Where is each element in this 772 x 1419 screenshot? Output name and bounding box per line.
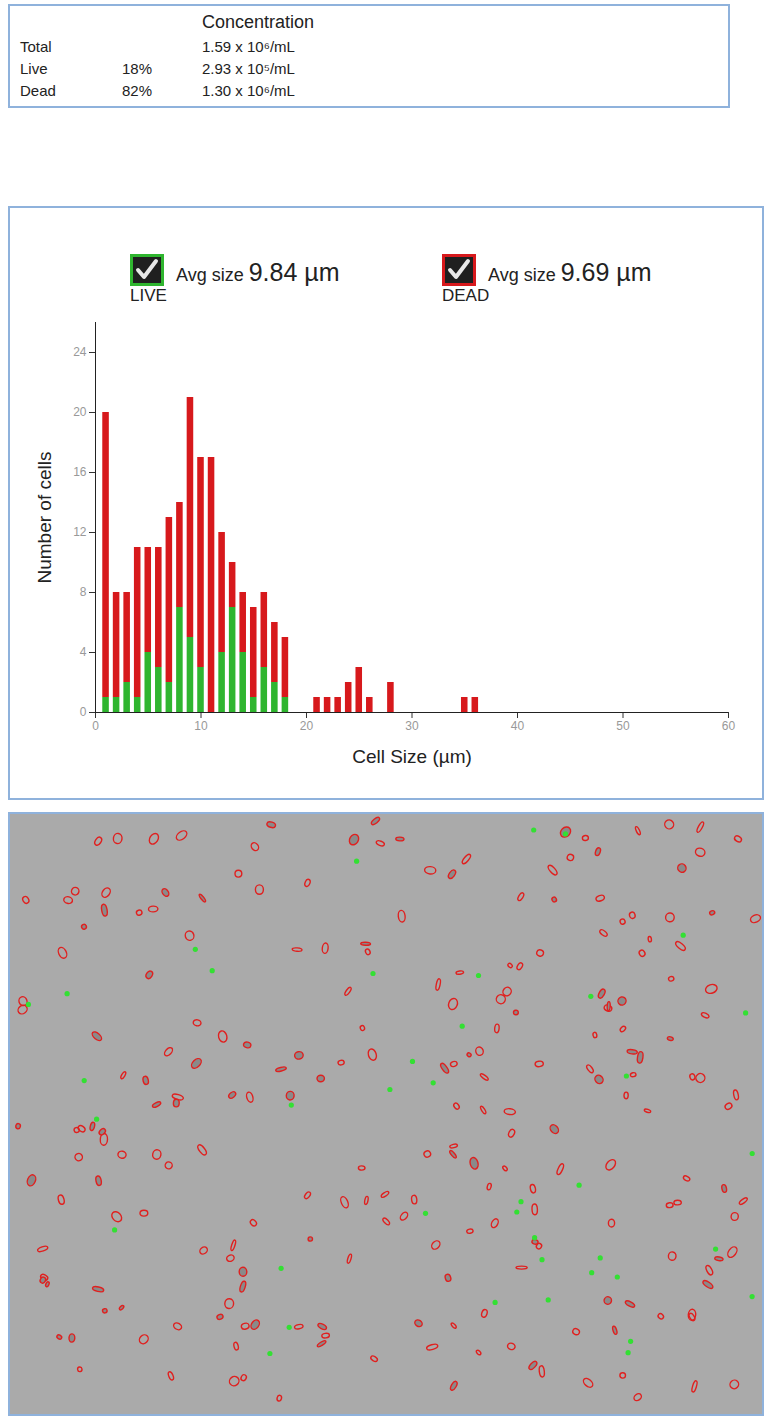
svg-text:Cell Size (µm): Cell Size (µm) — [352, 746, 472, 767]
svg-text:8: 8 — [80, 585, 87, 599]
svg-text:10: 10 — [194, 719, 208, 733]
svg-text:20: 20 — [73, 405, 87, 419]
svg-text:24: 24 — [73, 345, 87, 359]
svg-text:0: 0 — [80, 705, 87, 719]
svg-text:40: 40 — [511, 719, 525, 733]
svg-text:30: 30 — [405, 719, 419, 733]
svg-text:4: 4 — [80, 645, 87, 659]
svg-text:50: 50 — [616, 719, 630, 733]
svg-text:12: 12 — [73, 525, 87, 539]
html-text:2.93 x 10⁵/mL: 2.93 x 10⁵/mL — [202, 60, 295, 77]
svg-text:60: 60 — [722, 719, 736, 733]
html-text:Avg size9.69 µm: Avg size9.69 µm — [488, 258, 652, 286]
html-text:1.59 x 10⁶/mL: 1.59 x 10⁶/mL — [202, 38, 295, 55]
svg-text:16: 16 — [73, 465, 87, 479]
html-text:Concentration: Concentration — [202, 12, 315, 32]
html-text:DEAD: DEAD — [442, 286, 490, 305]
html-text:Live: Live — [20, 60, 48, 77]
svg-text:20: 20 — [300, 719, 314, 733]
html-text:82%: 82% — [122, 82, 152, 99]
html-text:18%: 18% — [122, 60, 152, 77]
html-text:1.30 x 10⁶/mL: 1.30 x 10⁶/mL — [202, 82, 295, 99]
svg-text:Number of cells: Number of cells — [34, 452, 55, 584]
html-text:Avg size9.84 µm: Avg size9.84 µm — [176, 258, 340, 286]
svg-text:0: 0 — [92, 719, 99, 733]
html-text:LIVE: LIVE — [130, 286, 167, 305]
html-text:Total: Total — [20, 38, 52, 55]
html-text:Dead: Dead — [20, 82, 56, 99]
